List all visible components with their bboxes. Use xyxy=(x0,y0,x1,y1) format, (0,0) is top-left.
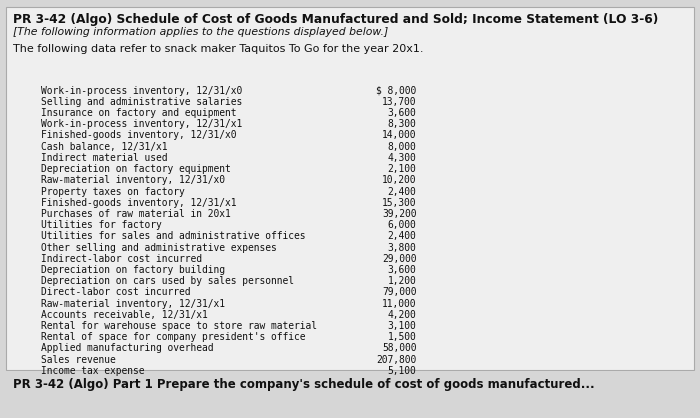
Text: Applied manufacturing overhead: Applied manufacturing overhead xyxy=(41,343,213,353)
Text: Work-in-process inventory, 12/31/x0: Work-in-process inventory, 12/31/x0 xyxy=(41,86,242,96)
Text: Cash balance, 12/31/x1: Cash balance, 12/31/x1 xyxy=(41,142,167,152)
Text: 8,300: 8,300 xyxy=(388,119,416,129)
Text: Other selling and administrative expenses: Other selling and administrative expense… xyxy=(41,242,276,252)
Text: 4,300: 4,300 xyxy=(388,153,416,163)
FancyBboxPatch shape xyxy=(6,7,694,370)
Text: [The following information applies to the questions displayed below.]: [The following information applies to th… xyxy=(13,27,388,37)
Text: 4,200: 4,200 xyxy=(388,310,416,320)
Text: 1,500: 1,500 xyxy=(388,332,416,342)
Text: 14,000: 14,000 xyxy=(382,130,416,140)
Text: Raw-material inventory, 12/31/x0: Raw-material inventory, 12/31/x0 xyxy=(41,175,225,185)
Text: 58,000: 58,000 xyxy=(382,343,416,353)
Text: Depreciation on cars used by sales personnel: Depreciation on cars used by sales perso… xyxy=(41,276,293,286)
Text: Finished-goods inventory, 12/31/x0: Finished-goods inventory, 12/31/x0 xyxy=(41,130,236,140)
Text: 3,600: 3,600 xyxy=(388,265,416,275)
Text: The following data refer to snack maker Taquitos To Go for the year 20x1.: The following data refer to snack maker … xyxy=(13,44,423,54)
Text: Utilities for sales and administrative offices: Utilities for sales and administrative o… xyxy=(41,231,305,241)
Text: Income tax expense: Income tax expense xyxy=(41,366,144,376)
Text: Depreciation on factory building: Depreciation on factory building xyxy=(41,265,225,275)
Text: 3,800: 3,800 xyxy=(388,242,416,252)
Text: Raw-material inventory, 12/31/x1: Raw-material inventory, 12/31/x1 xyxy=(41,298,225,308)
Text: Insurance on factory and equipment: Insurance on factory and equipment xyxy=(41,108,236,118)
Text: 15,300: 15,300 xyxy=(382,198,416,208)
Text: 2,100: 2,100 xyxy=(388,164,416,174)
Text: Utilities for factory: Utilities for factory xyxy=(41,220,161,230)
Text: Sales revenue: Sales revenue xyxy=(41,354,116,364)
Text: Rental of space for company president's office: Rental of space for company president's … xyxy=(41,332,305,342)
Text: 5,100: 5,100 xyxy=(388,366,416,376)
Text: 29,000: 29,000 xyxy=(382,254,416,264)
Text: Purchases of raw material in 20x1: Purchases of raw material in 20x1 xyxy=(41,209,230,219)
Text: Finished-goods inventory, 12/31/x1: Finished-goods inventory, 12/31/x1 xyxy=(41,198,236,208)
Text: Depreciation on factory equipment: Depreciation on factory equipment xyxy=(41,164,230,174)
Text: 79,000: 79,000 xyxy=(382,287,416,297)
Text: Indirect material used: Indirect material used xyxy=(41,153,167,163)
Text: 13,700: 13,700 xyxy=(382,97,416,107)
Text: Direct-labor cost incurred: Direct-labor cost incurred xyxy=(41,287,190,297)
Text: 2,400: 2,400 xyxy=(388,186,416,196)
Text: Selling and administrative salaries: Selling and administrative salaries xyxy=(41,97,242,107)
Text: 6,000: 6,000 xyxy=(388,220,416,230)
Text: 39,200: 39,200 xyxy=(382,209,416,219)
FancyBboxPatch shape xyxy=(0,371,700,418)
Text: 11,000: 11,000 xyxy=(382,298,416,308)
Text: Work-in-process inventory, 12/31/x1: Work-in-process inventory, 12/31/x1 xyxy=(41,119,242,129)
Text: 8,000: 8,000 xyxy=(388,142,416,152)
Text: 3,600: 3,600 xyxy=(388,108,416,118)
Text: 1,200: 1,200 xyxy=(388,276,416,286)
Text: Accounts receivable, 12/31/x1: Accounts receivable, 12/31/x1 xyxy=(41,310,207,320)
Text: 207,800: 207,800 xyxy=(377,354,416,364)
Text: $ 8,000: $ 8,000 xyxy=(377,86,416,96)
Text: 10,200: 10,200 xyxy=(382,175,416,185)
Text: 2,400: 2,400 xyxy=(388,231,416,241)
Text: 3,100: 3,100 xyxy=(388,321,416,331)
Text: PR 3-42 (Algo) Schedule of Cost of Goods Manufactured and Sold; Income Statement: PR 3-42 (Algo) Schedule of Cost of Goods… xyxy=(13,13,658,25)
Text: Property taxes on factory: Property taxes on factory xyxy=(41,186,184,196)
Text: Indirect-labor cost incurred: Indirect-labor cost incurred xyxy=(41,254,202,264)
Text: Rental for warehouse space to store raw material: Rental for warehouse space to store raw … xyxy=(41,321,316,331)
Text: PR 3-42 (Algo) Part 1 Prepare the company's schedule of cost of goods manufactur: PR 3-42 (Algo) Part 1 Prepare the compan… xyxy=(13,378,594,391)
